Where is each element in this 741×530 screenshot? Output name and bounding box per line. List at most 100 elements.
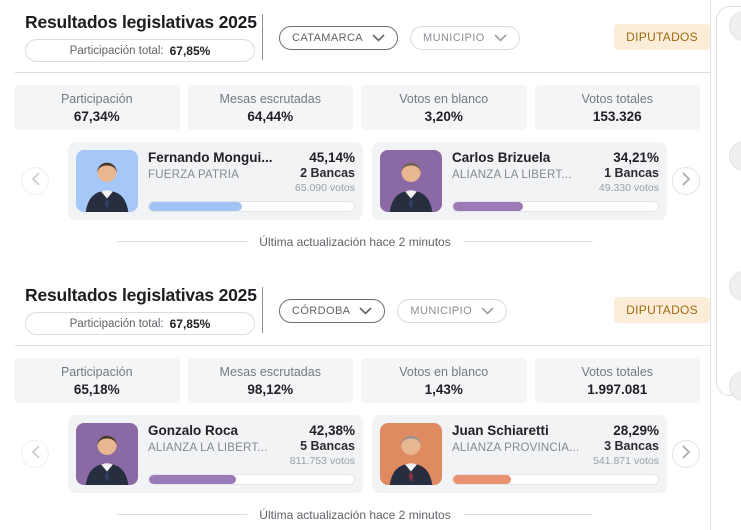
stat-participacion: Participación 65,18% (14, 358, 180, 403)
level-dropdown-value: MUNICIPIO (410, 305, 473, 317)
divider-line (117, 514, 248, 515)
results-panel-cordoba: Resultados legislativas 2025 Participaci… (0, 273, 710, 522)
candidate-seats: 2 Bancas (300, 166, 355, 180)
level-dropdown[interactable]: MUNICIPIO (410, 26, 520, 50)
vote-share-bar-fill (149, 475, 236, 484)
candidate-info: Gonzalo Roca ALIANZA LA LIBERT... 42,38%… (148, 423, 355, 485)
avatar-button[interactable] (729, 11, 741, 41)
right-rail-panel (716, 6, 741, 401)
chevron-down-icon (372, 34, 385, 42)
participation-total-label: Participación total: (69, 44, 164, 57)
avatar-button[interactable] (729, 271, 741, 301)
candidate-cards: Fernando Mongui... FUERZA PATRIA 45,14% … (68, 142, 667, 220)
vote-share-bar-fill (453, 475, 511, 484)
page-title: Resultados legislativas 2025 (25, 285, 257, 305)
stat-votos-totales: Votos totales 153.326 (534, 85, 700, 130)
stat-label: Mesas escrutadas (219, 364, 321, 379)
stat-votos-totales: Votos totales 1.997.081 (534, 358, 700, 403)
stat-value: 153.326 (592, 108, 642, 124)
candidates-carousel: Fernando Mongui... FUERZA PATRIA 45,14% … (21, 142, 700, 220)
person-icon (389, 162, 433, 212)
stat-label: Votos totales (581, 364, 654, 379)
last-update-row: Última actualización hace 2 minutos (0, 507, 710, 522)
filter-dropdowns: CÓRDOBA MUNICIPIO (279, 299, 508, 323)
carousel-prev-button[interactable] (21, 167, 49, 195)
last-update-text: Última actualización hace 2 minutos (259, 234, 451, 249)
stat-label: Votos en blanco (399, 91, 489, 106)
carousel-next-button[interactable] (672, 440, 700, 468)
participation-total-pill: Participación total: 67,85% (25, 312, 255, 335)
chevron-down-icon (481, 307, 494, 315)
candidate-seats: 5 Bancas (300, 439, 355, 453)
right-panel-divider (710, 0, 711, 530)
candidate-votes: 811.753 votos (289, 455, 355, 467)
candidate-photo (76, 423, 138, 485)
carousel-next-button[interactable] (672, 167, 700, 195)
page-title: Resultados legislativas 2025 (25, 12, 257, 32)
vote-share-bar-track (452, 201, 659, 212)
stat-value: 1,43% (424, 381, 463, 397)
diputados-badge[interactable]: DIPUTADOS (614, 24, 710, 50)
region-dropdown-value: CÓRDOBA (292, 305, 351, 317)
candidate-name: Juan Schiaretti (452, 423, 549, 438)
region-dropdown[interactable]: CÓRDOBA (279, 299, 386, 323)
stat-label: Participación (60, 91, 133, 106)
filter-dropdowns: CATAMARCA MUNICIPIO (279, 26, 520, 50)
stat-label: Participación (60, 364, 133, 379)
person-icon (85, 162, 129, 212)
diputados-badge[interactable]: DIPUTADOS (614, 297, 710, 323)
section-divider (15, 72, 710, 73)
candidate-seats: 3 Bancas (604, 439, 659, 453)
region-dropdown-value: CATAMARCA (292, 32, 364, 44)
candidate-percent: 45,14% (309, 150, 355, 165)
chevron-left-icon (31, 171, 40, 191)
stat-label: Mesas escrutadas (219, 91, 321, 106)
participation-total-value: 67,85% (169, 316, 211, 331)
candidate-info: Carlos Brizuela ALIANZA LA LIBERT... 34,… (452, 150, 659, 212)
stat-value: 64,44% (247, 108, 294, 124)
candidate-photo (76, 150, 138, 212)
participation-total-pill: Participación total: 67,85% (25, 39, 255, 62)
vote-share-bar-fill (453, 202, 524, 211)
last-update-row: Última actualización hace 2 minutos (0, 234, 710, 249)
candidate-party: FUERZA PATRIA (148, 169, 239, 181)
region-dropdown[interactable]: CATAMARCA (279, 26, 399, 50)
vote-share-bar-track (148, 201, 355, 212)
candidate-percent: 28,29% (613, 423, 659, 438)
avatar-button[interactable] (729, 141, 741, 171)
candidate-card: Gonzalo Roca ALIANZA LA LIBERT... 42,38%… (68, 415, 363, 493)
divider-line (117, 241, 248, 242)
candidate-seats: 1 Bancas (604, 166, 659, 180)
level-dropdown[interactable]: MUNICIPIO (397, 299, 508, 323)
candidate-name: Gonzalo Roca (148, 423, 239, 438)
carousel-prev-button[interactable] (21, 440, 49, 468)
avatar-button[interactable] (729, 371, 741, 401)
stat-participacion: Participación 67,34% (14, 85, 180, 130)
stat-label: Votos totales (581, 91, 654, 106)
stat-value: 1.997.081 (587, 381, 648, 397)
section-divider (15, 345, 710, 346)
stat-value: 65,18% (73, 381, 120, 397)
candidate-percent: 42,38% (309, 423, 355, 438)
candidate-photo (380, 423, 442, 485)
panel-header: Resultados legislativas 2025 Participaci… (0, 0, 710, 62)
title-block: Resultados legislativas 2025 Participaci… (25, 285, 262, 335)
chevron-right-icon (681, 444, 691, 464)
candidate-card: Fernando Mongui... FUERZA PATRIA 45,14% … (68, 142, 363, 220)
chevron-right-icon (681, 171, 691, 191)
stats-row: Participación 65,18% Mesas escrutadas 98… (14, 358, 700, 403)
stat-votos-en-blanco: Votos en blanco 1,43% (361, 358, 527, 403)
participation-total-label: Participación total: (69, 317, 164, 330)
stat-label: Votos en blanco (399, 364, 489, 379)
candidate-name: Fernando Mongui... (148, 150, 273, 165)
vote-share-bar-track (148, 474, 355, 485)
chevron-left-icon (31, 444, 40, 464)
vote-share-bar-track (452, 474, 659, 485)
candidate-card: Carlos Brizuela ALIANZA LA LIBERT... 34,… (372, 142, 667, 220)
stat-value: 67,34% (73, 108, 120, 124)
candidate-percent: 34,21% (613, 150, 659, 165)
stat-value: 98,12% (247, 381, 294, 397)
main-content: Resultados legislativas 2025 Participaci… (0, 0, 710, 522)
candidate-votes: 541.871 votos (593, 455, 659, 467)
